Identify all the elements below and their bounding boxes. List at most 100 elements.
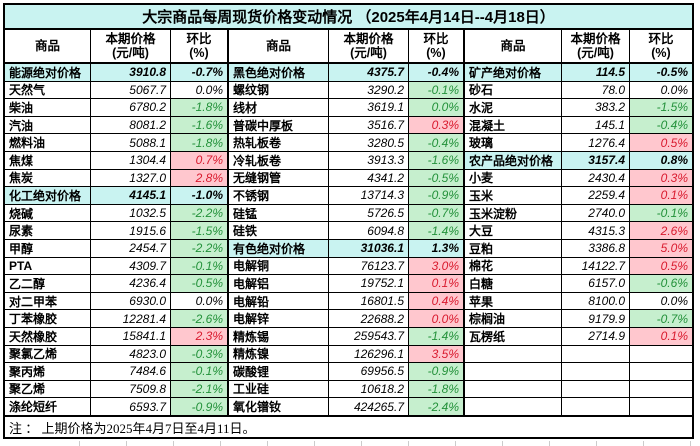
price-cell: 6780.2 (91, 99, 171, 116)
price-cell: 76123.7 (329, 257, 409, 275)
table-row: 焦煤 1304.4 0.7% (5, 151, 227, 170)
commodity-name-cell: 聚丙烯 (5, 363, 91, 380)
commodity-name-cell: 玻璃 (465, 134, 562, 151)
price-cell: 15841.1 (91, 327, 171, 345)
pct-change-cell: -0.1% (171, 363, 227, 380)
price-cell: 5067.7 (91, 81, 171, 99)
price-cell (562, 363, 630, 380)
price-cell: 1304.4 (91, 151, 171, 169)
col-header-price: 本期价格 (元/吨) (329, 30, 409, 62)
group-mineral-agricultural: 矿产绝对价格 114.5 -0.5% 砂石 78.0 0.0% 水泥 383.2 -1.5% 混凝… (465, 64, 692, 415)
table-row: 苹果 8100.0 0.0% (465, 292, 692, 311)
col-header-price-label: 本期价格 (105, 32, 156, 46)
commodity-name-cell: 焦煤 (5, 151, 91, 169)
table-row: 汽油 8081.2 -1.6% (5, 116, 227, 135)
pct-change-cell: 5.0% (630, 239, 692, 257)
table-row (465, 345, 692, 364)
commodity-name-cell (465, 363, 562, 380)
price-cell: 1032.5 (91, 204, 171, 222)
table-row: 工业硅 10618.2 -1.8% (229, 380, 463, 399)
commodity-name-cell: 玉米 (465, 187, 562, 204)
pct-change-cell: 0.4% (409, 292, 463, 310)
pct-change-cell: -0.4% (409, 64, 463, 81)
commodity-name-cell: 玉米淀粉 (465, 204, 562, 222)
commodity-name-cell: 甲醇 (5, 239, 91, 257)
price-cell: 3910.8 (91, 64, 171, 81)
price-cell: 69956.5 (329, 363, 409, 380)
col-header-pct: 环比 (%) (409, 30, 463, 62)
commodity-name-cell: 聚氯乙烯 (5, 345, 91, 363)
pct-change-cell: 3.5% (409, 345, 463, 363)
table-row: 精炼锡 259543.7 -1.4% (229, 327, 463, 346)
table-row: 电解铝 19752.1 0.1% (229, 275, 463, 293)
price-cell: 1327.0 (91, 169, 171, 187)
sheet-gridlines (0, 441, 700, 446)
table-row: 螺纹钢 3290.2 -0.1% (229, 81, 463, 100)
pct-change-cell: -1.8% (171, 99, 227, 116)
price-cell: 22688.2 (329, 310, 409, 327)
price-cell: 4309.7 (91, 257, 171, 275)
table-row: 混凝土 145.1 -0.4% (465, 116, 692, 135)
pct-change-cell (630, 398, 692, 415)
header-group-2: 商品 本期价格 (元/吨) 环比 (%) (229, 30, 465, 62)
price-cell: 3516.7 (329, 116, 409, 134)
price-cell: 4375.7 (329, 64, 409, 81)
price-cell: 2714.9 (562, 327, 630, 345)
table-row: 精炼镍 126296.1 3.5% (229, 345, 463, 364)
table-row: 有色绝对价格 31036.1 1.3% (229, 239, 463, 258)
pct-change-cell: -1.6% (409, 151, 463, 169)
table-row (465, 398, 692, 415)
commodity-name-cell (465, 345, 562, 363)
pct-change-cell: 0.0% (409, 99, 463, 116)
col-header-price: 本期价格 (元/吨) (562, 30, 630, 62)
commodity-name-cell: 无缝钢管 (229, 169, 329, 187)
table-row: 矿产绝对价格 114.5 -0.5% (465, 64, 692, 82)
commodity-name-cell: 大豆 (465, 222, 562, 239)
commodity-name-cell: 焦炭 (5, 169, 91, 187)
commodity-name-cell: 电解铝 (229, 275, 329, 292)
pct-change-cell: -0.9% (409, 363, 463, 380)
table-row: 氧化镨钕 424265.7 -2.4% (229, 398, 463, 415)
pct-change-cell: 0.5% (630, 257, 692, 275)
table-row: 聚丙烯 7484.6 -0.1% (5, 363, 227, 381)
pct-change-cell: -0.1% (171, 257, 227, 275)
commodity-name-cell: 苹果 (465, 292, 562, 310)
pct-change-cell: -1.6% (171, 116, 227, 134)
pct-change-cell: -2.1% (171, 380, 227, 398)
commodity-name-cell: 工业硅 (229, 380, 329, 398)
table-row: 焦炭 1327.0 2.8% (5, 169, 227, 188)
price-cell: 3280.5 (329, 134, 409, 151)
price-cell: 6094.8 (329, 222, 409, 239)
header-group-3: 商品 本期价格 (元/吨) 环比 (%) (465, 30, 692, 62)
group-ferrous-nonferrous: 黑色绝对价格 4375.7 -0.4% 螺纹钢 3290.2 -0.1% 线材 3619.1 0… (229, 64, 465, 415)
price-cell: 8100.0 (562, 292, 630, 310)
commodity-name-cell: 柴油 (5, 99, 91, 116)
col-header-pct-label: 环比 (648, 32, 674, 46)
col-header-pct-label: 环比 (423, 32, 449, 46)
pct-change-cell: -0.7% (630, 310, 692, 327)
commodity-name-cell: 尿素 (5, 222, 91, 239)
commodity-name-cell: 螺纹钢 (229, 81, 329, 99)
commodity-name-cell: 黑色绝对价格 (229, 64, 329, 81)
pct-change-cell: -2.2% (171, 204, 227, 222)
price-cell: 5726.5 (329, 204, 409, 222)
table-row: 聚乙烯 7509.8 -2.1% (5, 380, 227, 399)
col-header-pct-label: 环比 (186, 32, 212, 46)
pct-change-cell: 0.0% (195, 82, 223, 97)
table-row: 甲醇 2454.7 -2.2% (5, 239, 227, 258)
pct-change-cell: 0.1% (630, 187, 692, 204)
commodity-name-cell: 能源绝对价格 (5, 64, 91, 81)
pct-change-cell: -0.7% (171, 64, 227, 81)
commodity-name-cell: 硅铁 (229, 222, 329, 239)
table-row: 聚氯乙烯 4823.0 -0.3% (5, 345, 227, 364)
col-header-pct: 环比 (%) (171, 30, 227, 62)
table-row: 电解铜 76123.7 3.0% (229, 257, 463, 276)
price-cell: 6930.0 (91, 292, 171, 310)
price-cell: 4236.4 (91, 275, 171, 292)
pct-change-cell: -0.5% (409, 169, 463, 187)
pct-change-cell: -2.6% (171, 310, 227, 327)
pct-change-cell (630, 363, 692, 380)
commodity-name-cell (465, 380, 562, 398)
commodity-name-cell: 电解锌 (229, 310, 329, 327)
price-cell: 13714.3 (329, 187, 409, 204)
